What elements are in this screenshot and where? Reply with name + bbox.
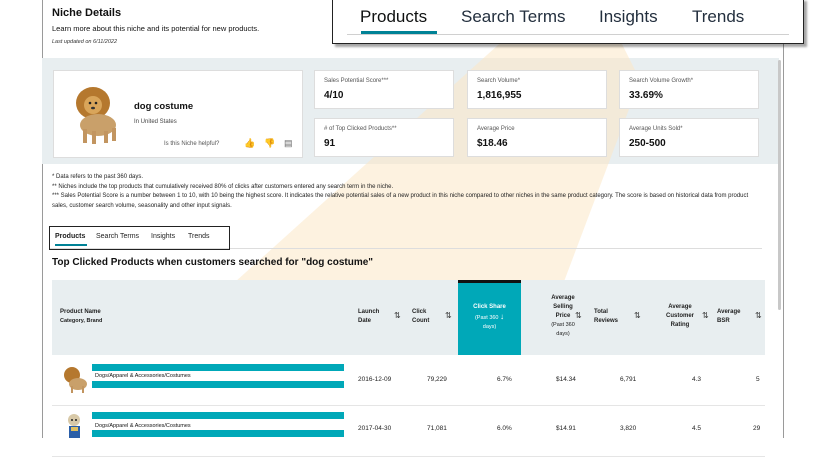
cell-click-count: 71,081 — [427, 425, 447, 432]
cell-avg-rating: 4.5 — [692, 425, 702, 432]
zoom-tab-products[interactable]: Products — [360, 7, 428, 26]
sort-icon[interactable]: ⇅ — [445, 311, 452, 320]
metric-top-clicked-products: # of Top Clicked Products** 91 — [314, 118, 454, 157]
footnotes: * Data refers to the past 360 days. ** N… — [52, 173, 764, 211]
table-header: Product Name Category, Brand Launch Date … — [52, 280, 765, 355]
tab-trends[interactable]: Trends — [188, 233, 210, 240]
col-launch-date[interactable]: Launch Date — [358, 309, 380, 324]
metric-label: Search Volume Growth* — [629, 78, 694, 84]
col-total-reviews[interactable]: Total Reviews — [594, 309, 619, 324]
cell-launch-date: 2017-04-30 — [358, 425, 392, 432]
metric-label: Sales Potential Score*** — [324, 78, 389, 84]
table-row[interactable]: Dogs/Apparel & Accessories/Costumes 2016… — [52, 355, 765, 406]
col-click-share-label: Click Share (Past 360 ↓ days) — [473, 304, 506, 330]
cell-avg-bsr: 29 — [753, 425, 761, 432]
tab-divider — [50, 248, 762, 249]
zoom-tab-trends[interactable]: Trends — [692, 7, 745, 26]
footnote: ** Niches include the top products that … — [52, 183, 394, 190]
sort-icon[interactable]: ⇅ — [575, 311, 582, 320]
col-avg-rating[interactable]: Average Customer Rating — [665, 304, 694, 328]
product-brand-redacted — [92, 381, 344, 388]
zoom-tab-search-terms[interactable]: Search Terms — [461, 7, 566, 26]
cell-avg-bsr: 5 — [756, 376, 760, 383]
metric-label: Average Units Sold* — [629, 126, 683, 132]
helpful-prompt: Is this Niche helpful? — [164, 141, 220, 147]
col-avg-bsr[interactable]: Average BSR — [717, 309, 741, 324]
cell-avg-rating: 4.3 — [692, 376, 702, 383]
metric-label: Search Volume* — [477, 78, 521, 84]
cell-total-reviews: 3,820 — [620, 425, 637, 432]
niche-name: dog costume — [134, 101, 194, 112]
metric-value: 91 — [324, 138, 336, 149]
col-avg-price[interactable]: Average Selling Price (Past 360 days) — [551, 295, 575, 337]
thumbs-up-icon[interactable]: 👍 — [244, 138, 256, 148]
niche-location: In United States — [134, 119, 177, 125]
metric-search-volume: Search Volume* 1,816,955 — [467, 70, 607, 109]
product-category: Dogs/Apparel & Accessories/Costumes — [95, 423, 191, 429]
product-thumbnail — [68, 414, 80, 438]
cell-click-share: 6.0% — [497, 425, 512, 432]
section-title: Top Clicked Products when customers sear… — [52, 257, 374, 268]
page-subtitle: Learn more about this niche and its pote… — [52, 24, 260, 33]
cell-launch-date: 2016-12-09 — [358, 376, 392, 383]
comment-icon[interactable]: ▤ — [284, 138, 293, 148]
table-row[interactable]: Dogs/Apparel & Accessories/Costumes 2017… — [52, 406, 765, 457]
metric-label: # of Top Clicked Products** — [324, 126, 397, 132]
product-category: Dogs/Apparel & Accessories/Costumes — [95, 373, 191, 379]
footnote: * Data refers to the past 360 days. — [52, 174, 144, 180]
cell-total-reviews: 6,791 — [620, 376, 637, 383]
product-thumbnail — [64, 367, 87, 393]
zoomed-tab-callout: Products Search Terms Insights Trends — [332, 0, 804, 44]
metric-value: 1,816,955 — [477, 90, 522, 101]
metric-label: Average Price — [477, 126, 515, 132]
metric-value: 4/10 — [324, 90, 344, 101]
footnote: *** Sales Potential Score is a number be… — [52, 193, 749, 209]
metric-value: 33.69% — [629, 90, 663, 101]
sort-icon[interactable]: ⇅ — [702, 311, 709, 320]
col-click-count[interactable]: Click Count — [412, 309, 430, 324]
sort-icon[interactable]: ⇅ — [634, 311, 641, 320]
metric-value: $18.46 — [477, 138, 508, 149]
thumbs-down-icon[interactable]: 👎 — [264, 138, 276, 148]
sort-icon[interactable]: ⇅ — [394, 311, 401, 320]
dog-costume-image — [76, 87, 116, 144]
scrollbar[interactable] — [778, 60, 781, 310]
col-click-share[interactable]: Click Share (Past 360 ↓ days) — [458, 280, 521, 355]
zoom-tab-insights[interactable]: Insights — [599, 7, 658, 26]
last-updated: Last updated on 6/11/2022 — [52, 39, 118, 45]
zoom-tab-active-underline — [361, 31, 437, 34]
metric-search-volume-growth: Search Volume Growth* 33.69% — [619, 70, 759, 109]
cell-avg-price: $14.91 — [556, 425, 576, 432]
cell-click-count: 79,229 — [427, 376, 447, 383]
metric-average-units-sold: Average Units Sold* 250-500 — [619, 118, 759, 157]
col-product-sub: Category, Brand — [60, 318, 103, 324]
niche-product-card: dog costume In United States Is this Nic… — [53, 70, 303, 158]
col-product-name[interactable]: Product Name — [60, 309, 101, 315]
page-title: Niche Details — [52, 7, 122, 19]
product-brand-redacted — [92, 430, 344, 437]
product-title-redacted — [92, 412, 344, 419]
metric-value: 250-500 — [629, 138, 666, 149]
sort-icon[interactable]: ⇅ — [755, 311, 762, 320]
cell-avg-price: $14.34 — [556, 376, 576, 383]
arrow-down-icon: ↓ — [500, 312, 505, 321]
tab-active-underline — [55, 244, 87, 246]
tab-insights[interactable]: Insights — [151, 233, 176, 240]
tab-search-terms[interactable]: Search Terms — [96, 233, 140, 240]
tab-bar: Products Search Terms Insights Trends — [49, 226, 230, 250]
product-title-redacted — [92, 364, 344, 371]
metric-sales-potential: Sales Potential Score*** 4/10 — [314, 70, 454, 109]
tab-products[interactable]: Products — [55, 233, 86, 240]
cell-click-share: 6.7% — [497, 376, 512, 383]
zoom-tab-divider — [347, 34, 789, 35]
metric-average-price: Average Price $18.46 — [467, 118, 607, 157]
